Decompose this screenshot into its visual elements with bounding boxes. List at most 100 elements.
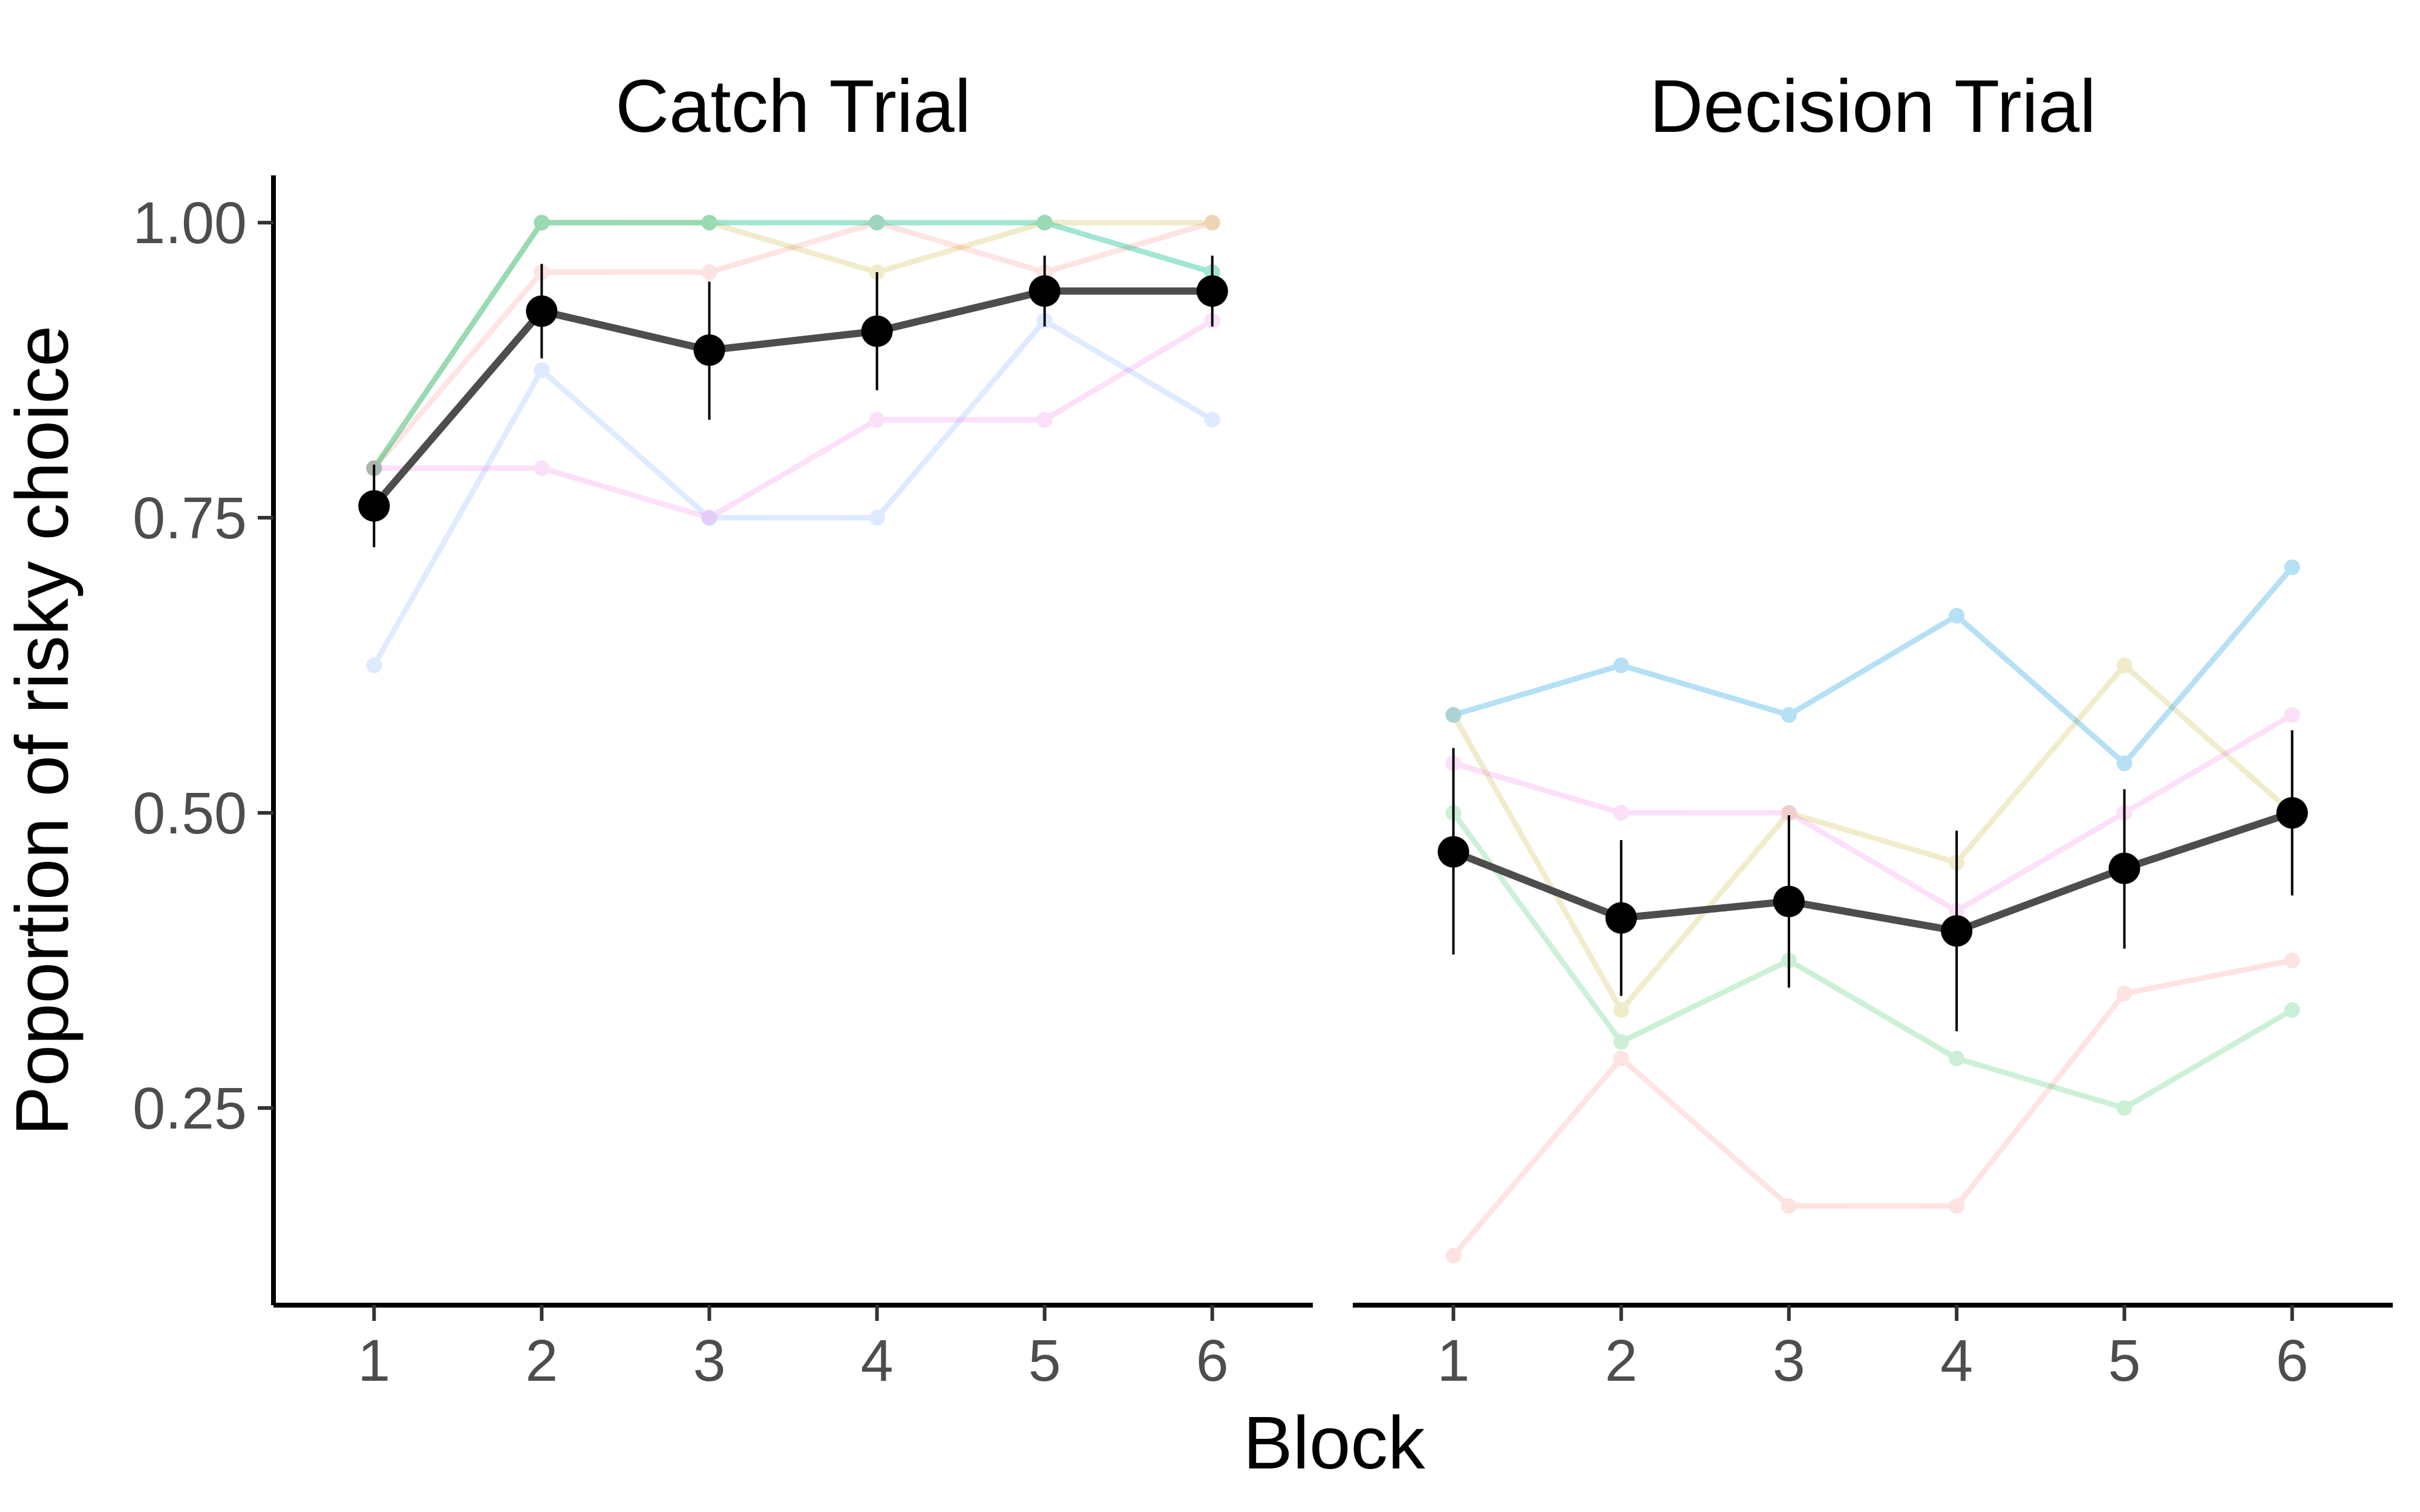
y-tick-label: 0.75 xyxy=(132,485,247,551)
facet-title: Decision Trial xyxy=(1649,65,2096,148)
x-tick-label: 2 xyxy=(525,1328,558,1393)
subject-point xyxy=(1036,412,1053,428)
x-tick-label: 1 xyxy=(1437,1328,1470,1393)
subject-point xyxy=(1036,215,1053,231)
subject-point xyxy=(701,510,718,526)
subject-point xyxy=(2116,985,2133,1002)
subject-series xyxy=(366,215,1220,477)
subject-series xyxy=(1445,953,2300,1264)
mean-point xyxy=(2108,852,2140,884)
subject-point xyxy=(869,510,885,526)
subject-line xyxy=(1451,957,2293,1257)
subject-point xyxy=(701,510,718,526)
x-tick-label: 3 xyxy=(1773,1328,1805,1393)
subject-point xyxy=(869,215,885,231)
mean-point xyxy=(1196,275,1228,307)
subject-point xyxy=(1949,608,1965,624)
subject-line xyxy=(371,220,1214,470)
subject-point xyxy=(1036,215,1053,231)
mean-point xyxy=(1028,275,1061,307)
subject-point xyxy=(869,215,885,231)
x-axis-title: Block xyxy=(1243,1402,1425,1485)
facet-title: Catch Trial xyxy=(615,65,971,148)
subject-line xyxy=(1451,811,2294,1111)
subject-point xyxy=(1949,1198,1965,1214)
mean-point xyxy=(1605,902,1637,934)
subject-point xyxy=(1949,1051,1965,1067)
subject-point xyxy=(2284,953,2300,969)
mean-point xyxy=(861,315,893,347)
subject-line xyxy=(371,220,1214,470)
subject-point xyxy=(1613,1002,1629,1018)
subject-point xyxy=(701,215,718,231)
facet-panels: Catch Trial 1 2 3 4 5 6 Decision Trial 1 2 3 4 5 6 xyxy=(273,65,2393,1393)
subject-point xyxy=(1613,657,1629,674)
y-axis-title: Poportion of risky choice xyxy=(1,325,84,1136)
subject-point xyxy=(534,215,550,231)
subject-point xyxy=(701,215,718,231)
x-tick-label: 5 xyxy=(1028,1328,1061,1393)
subject-point xyxy=(1445,707,1462,723)
facet-panel-1: Catch Trial 1 2 3 4 5 6 xyxy=(273,65,1313,1393)
x-tick-label: 3 xyxy=(693,1328,725,1393)
subject-point xyxy=(2284,1002,2300,1018)
subject-line xyxy=(1453,565,2295,767)
facet-panel-2: Decision Trial 1 2 3 4 5 6 xyxy=(1353,65,2393,1393)
x-tick-label: 1 xyxy=(358,1328,390,1393)
subject-line xyxy=(371,220,1212,470)
x-tick-label: 6 xyxy=(1196,1328,1229,1393)
mean-point xyxy=(358,490,390,522)
subject-point xyxy=(366,657,382,674)
subject-point xyxy=(1613,1051,1629,1067)
mean-series xyxy=(358,255,1228,547)
subject-series xyxy=(366,313,1220,674)
subject-point xyxy=(534,460,550,477)
subject-point xyxy=(701,264,718,281)
subject-point xyxy=(1204,215,1220,231)
subject-line xyxy=(371,317,1214,667)
y-axis: 0.25 0.50 0.75 1.00 xyxy=(132,175,276,1305)
mean-series xyxy=(1437,730,2308,1032)
subject-point xyxy=(1781,1198,1797,1214)
subject-point xyxy=(1204,412,1220,428)
subject-point xyxy=(2284,559,2300,576)
y-tick-label: 0.25 xyxy=(132,1075,247,1141)
subject-point xyxy=(701,215,718,231)
mean-line xyxy=(371,287,1212,509)
subject-series xyxy=(366,215,1220,477)
subject-point xyxy=(1781,805,1797,821)
x-tick-label: 5 xyxy=(2108,1328,2140,1393)
subject-point xyxy=(2116,755,2133,772)
subject-point xyxy=(1445,707,1462,723)
subject-point xyxy=(2284,707,2300,723)
subject-point xyxy=(534,215,550,231)
mean-point xyxy=(693,334,725,366)
subject-point xyxy=(1613,805,1629,821)
mean-point xyxy=(1773,885,1805,917)
subject-point xyxy=(534,362,550,379)
subject-point xyxy=(869,215,885,231)
mean-line xyxy=(1452,809,2294,935)
subject-point xyxy=(1613,657,1629,674)
y-tick-label: 0.50 xyxy=(132,780,247,846)
subject-series xyxy=(366,215,1220,477)
subject-series xyxy=(1445,559,2300,772)
mean-point xyxy=(1941,915,1973,947)
x-tick-label: 4 xyxy=(1940,1328,1973,1393)
subject-line xyxy=(1451,661,2294,1015)
subject-point xyxy=(1781,707,1797,723)
subject-series xyxy=(1445,559,2300,772)
subject-point xyxy=(2116,657,2133,674)
y-tick-label: 1.00 xyxy=(132,190,247,256)
subject-point xyxy=(1613,1034,1629,1050)
x-tick-label: 6 xyxy=(2276,1328,2309,1393)
subject-point xyxy=(2116,1100,2133,1116)
subject-series xyxy=(1445,707,2300,919)
subject-point xyxy=(1781,707,1797,723)
subject-point xyxy=(534,215,550,231)
subject-series xyxy=(366,313,1220,526)
subject-point xyxy=(2116,755,2133,772)
subject-point xyxy=(1949,608,1965,624)
subject-point xyxy=(2284,559,2300,576)
